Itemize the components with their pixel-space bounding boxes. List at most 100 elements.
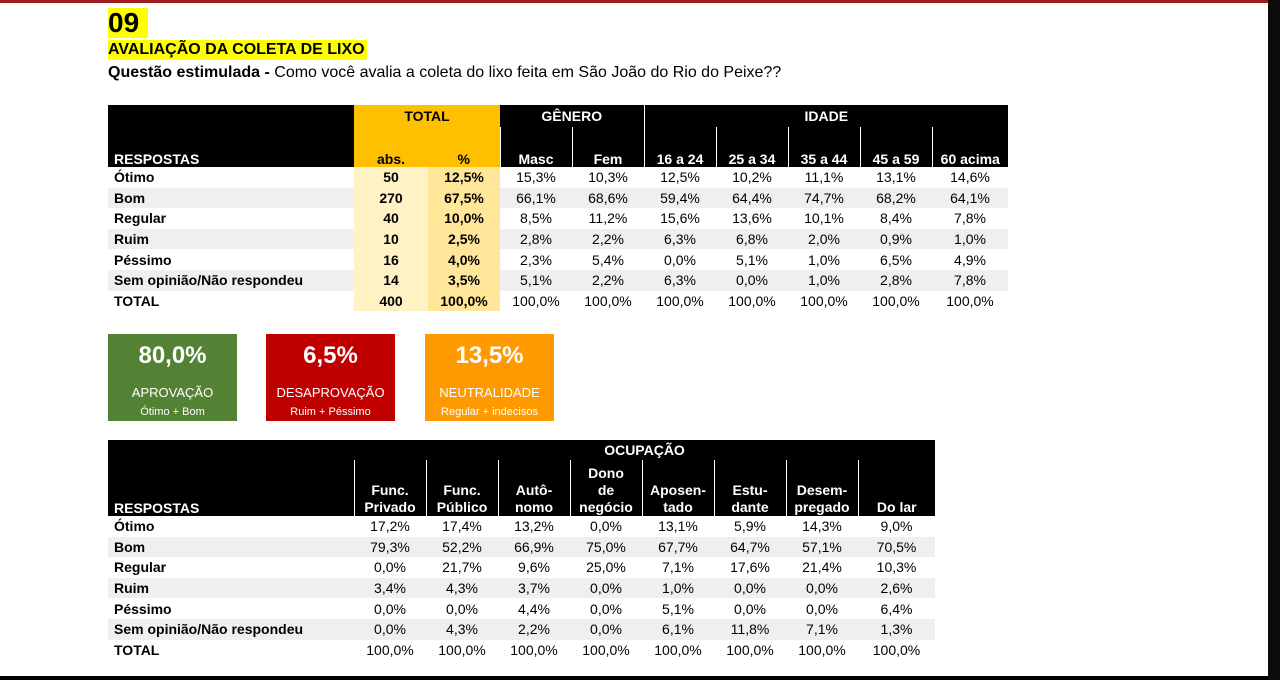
screen-edge <box>1268 0 1280 680</box>
cell-value: 5,9% <box>734 518 766 535</box>
column-header-dono-de-negocio: Dono de negócio <box>569 460 642 516</box>
cell-value: 0,0% <box>590 600 622 617</box>
cell-value: 0,0% <box>354 618 426 640</box>
cell-value: 8,4% <box>880 210 912 227</box>
cell-value: 14 <box>354 269 428 291</box>
cell-value: 2,8% <box>860 269 932 291</box>
table-row: Sem opinião/Não respondeu 14 3,5% 5,1% 2,2% 6… <box>108 269 1008 291</box>
table-row: TOTAL 400 100,0% 100,0% 100,0% 100,0% 100,0% 10… <box>108 290 1008 312</box>
cell-value: 1,3% <box>858 618 936 640</box>
cell-value: 66,1% <box>500 187 572 209</box>
cell-value: 100,0% <box>872 292 920 309</box>
column-header-line: pregado <box>794 499 850 515</box>
cell-value: 100,0% <box>366 641 414 658</box>
cell-value: 0,0% <box>806 600 838 617</box>
cell-value: 13,6% <box>732 210 772 227</box>
card-sub: Ruim + Péssimo <box>290 406 371 418</box>
cell-value: 2,5% <box>428 228 500 250</box>
cell-value: 4,9% <box>954 251 986 268</box>
cell-value: 3,7% <box>498 577 570 599</box>
cell-value: 100,0% <box>654 641 702 658</box>
cell-value: 7,1% <box>786 618 858 640</box>
header-occupation: OCUPAÇÃO <box>354 440 936 460</box>
cell-value: 6,5% <box>880 251 912 268</box>
cell-value: 6,8% <box>716 228 788 250</box>
cell-value: 17,6% <box>730 559 770 576</box>
cell-value: 1,0% <box>808 251 840 268</box>
results-table-gender-age: RESPOSTAS TOTAL GÊNERO IDADE abs.% Masc Fe… <box>108 105 1008 312</box>
cell-value: 100,0% <box>512 292 560 309</box>
column-header-45-a-59: 45 a 59 <box>859 127 932 167</box>
column-header-line: Desem- <box>796 482 848 498</box>
cell-value: 5,1% <box>500 269 572 291</box>
cell-value: 100,0% <box>872 641 921 658</box>
header-total: TOTAL <box>354 105 500 127</box>
row-label: Ótimo <box>114 518 155 535</box>
cell-value: 17,4% <box>442 518 482 535</box>
section-title: AVALIAÇÃO DA COLETA DE LIXO <box>108 40 367 60</box>
cell-value: 1,0% <box>642 577 714 599</box>
column-header-35-a-44: 35 a 44 <box>787 127 860 167</box>
cell-value: 9,6% <box>518 559 550 576</box>
cell-value: 10,1% <box>804 210 844 227</box>
cell-value: 66,9% <box>498 536 570 558</box>
cell-value: 15,6% <box>660 210 700 227</box>
question-text: Questão estimulada - Como você avalia a … <box>108 63 781 83</box>
page-number: 09 <box>108 8 148 38</box>
cell-value: 79,3% <box>354 536 426 558</box>
cell-value: 0,0% <box>664 251 696 268</box>
row-label: Ótimo <box>114 169 155 186</box>
cell-value: 15,3% <box>516 169 556 186</box>
column-header-line: nomo <box>514 499 554 515</box>
cell-value: 6,1% <box>642 618 714 640</box>
header-blank: RESPOSTAS <box>108 105 354 167</box>
row-label: TOTAL <box>114 292 160 309</box>
cell-value: 7,1% <box>662 559 694 576</box>
cell-value: 100,0% <box>656 292 704 309</box>
cell-value: 100,0% <box>510 641 558 658</box>
cell-value: 100,0% <box>728 292 776 309</box>
cell-value: 5,1% <box>662 600 694 617</box>
row-label: Sem opinião/Não respondeu <box>108 618 354 640</box>
cell-value: 10,3% <box>876 559 917 576</box>
column-header-abs: abs. <box>354 127 428 167</box>
cell-value: 4,3% <box>426 577 498 599</box>
cell-value: 50 <box>354 167 428 188</box>
cell-value: 0,0% <box>570 618 642 640</box>
table-row: Sem opinião/Não respondeu 0,0% 4,3% 2,2% 0,0… <box>108 618 936 640</box>
cell-value: 2,2% <box>572 269 644 291</box>
top-border-line <box>0 0 1268 3</box>
results-table-occupation: RESPOSTAS OCUPAÇÃO Func. Privado Func. Públ… <box>108 440 936 660</box>
summary-card-desaprovacao: 6,5% DESAPROVAÇÃO Ruim + Péssimo <box>266 334 395 421</box>
table-row: Bom 79,3% 52,2% 66,9% 75,0% 67,7% 64,7% 57,1% 70… <box>108 536 936 558</box>
cell-value: 1,0% <box>788 269 860 291</box>
cell-value: 10,0% <box>428 208 500 229</box>
cell-value: 4,0% <box>428 249 500 270</box>
cell-value: 2,2% <box>572 228 644 250</box>
column-header-fem: Fem <box>571 127 644 167</box>
cell-value: 7,8% <box>954 210 986 227</box>
cell-value: 4,3% <box>426 618 498 640</box>
cell-value: 11,8% <box>714 618 786 640</box>
cell-value: 16 <box>354 249 428 270</box>
table-row: Péssimo 0,0% 0,0% 4,4% 0,0% 5,1% 0,0% 0,0% 6,4% <box>108 598 935 619</box>
cell-value: 14,6% <box>950 169 990 186</box>
column-header-line: tado <box>663 499 693 515</box>
table-row: Bom 270 67,5% 66,1% 68,6% 59,4% 64,4% 74,7% 68,2… <box>108 187 1008 209</box>
cell-value: 59,4% <box>644 187 716 209</box>
column-header-line: Aposen- <box>650 482 706 498</box>
cell-value: 270 <box>354 187 428 209</box>
cell-value: 2,2% <box>498 618 570 640</box>
cell-value: 11,1% <box>804 169 844 186</box>
cell-value: 100,0% <box>946 292 994 309</box>
cell-value: 11,2% <box>588 210 628 227</box>
question-body: Como você avalia a coleta do lixo feita … <box>274 64 782 81</box>
cell-value: 0,0% <box>734 600 766 617</box>
column-header-16-a-24: 16 a 24 <box>643 127 716 167</box>
cell-value: 13,1% <box>876 169 916 186</box>
column-header-line: Do lar <box>876 499 917 515</box>
cell-value: 64,7% <box>714 536 786 558</box>
cell-value: 0,0% <box>570 577 642 599</box>
cell-value: 1,0% <box>932 228 1008 250</box>
cell-value: 3,5% <box>428 269 500 291</box>
